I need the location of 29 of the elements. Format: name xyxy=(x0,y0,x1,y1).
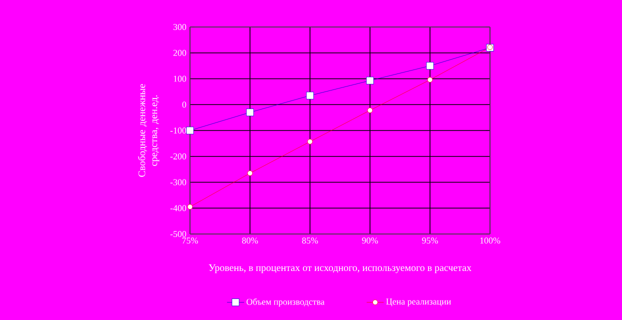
point xyxy=(367,108,373,114)
y-tick-label: -300 xyxy=(170,179,186,186)
x-tick-label: 75% xyxy=(182,238,198,244)
y-tick-label: 100 xyxy=(174,76,186,82)
point xyxy=(427,77,433,82)
y-axis-title: Свободные денежные средства, ден.ед. xyxy=(138,84,160,177)
y-tick-label: 300 xyxy=(173,24,186,30)
point xyxy=(366,76,374,84)
point xyxy=(247,170,253,176)
x-tick-label: 100% xyxy=(480,238,500,244)
y-tick-label: -200 xyxy=(170,153,186,160)
x-tick-label: 95% xyxy=(422,238,438,244)
point xyxy=(306,92,314,100)
x-tick-label: 90% xyxy=(362,238,378,244)
x-tick-label: 80% xyxy=(242,238,258,244)
y-tick-label: 0 xyxy=(182,102,186,108)
legend-label: Объем производства xyxy=(246,298,325,307)
legend-label: Цена реализации xyxy=(386,298,451,306)
y-tick-label: 200 xyxy=(173,50,186,56)
point xyxy=(186,126,194,134)
point xyxy=(307,138,313,144)
point xyxy=(426,62,434,70)
point xyxy=(246,108,254,116)
y-tick-label: -100 xyxy=(170,127,186,134)
y-tick-label: -500 xyxy=(170,230,186,238)
x-axis-title: Уровень, в процентах от исходного, используемого в расчетах xyxy=(208,264,472,274)
x-tick-label: 85% xyxy=(302,238,318,244)
y-tick-label: -400 xyxy=(170,205,186,212)
point xyxy=(187,204,193,210)
